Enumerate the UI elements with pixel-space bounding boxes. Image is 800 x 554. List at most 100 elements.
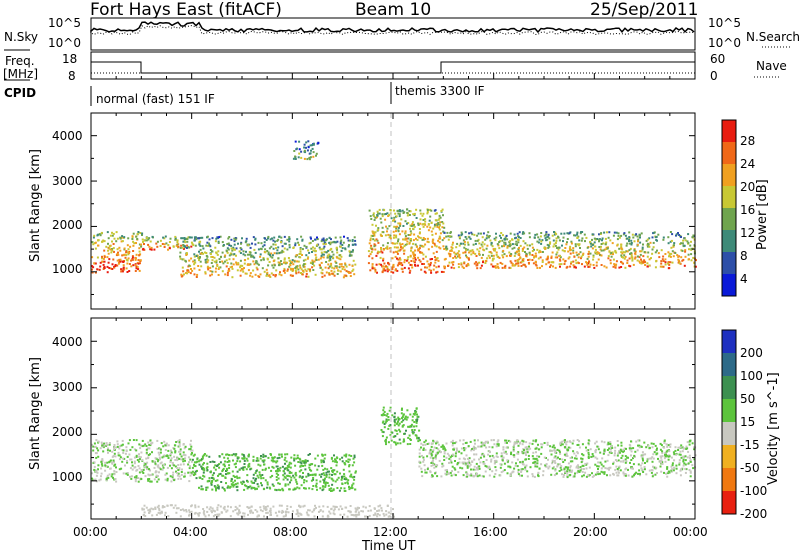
data-cell xyxy=(341,244,344,246)
data-cell xyxy=(354,488,357,491)
data-cell xyxy=(602,249,605,252)
data-cell xyxy=(465,264,468,267)
data-cell xyxy=(256,268,259,271)
data-cell xyxy=(603,248,606,251)
data-cell xyxy=(684,467,687,470)
data-cell xyxy=(254,238,257,241)
data-cell xyxy=(362,510,364,513)
data-cell xyxy=(122,449,125,452)
data-cell xyxy=(589,252,592,255)
data-cell xyxy=(492,257,494,260)
data-cell xyxy=(207,244,210,247)
data-cell xyxy=(217,240,220,243)
data-cell xyxy=(517,241,520,244)
data-cell xyxy=(314,457,317,460)
data-cell xyxy=(190,439,192,442)
data-cell xyxy=(242,468,245,471)
data-cell xyxy=(678,459,681,462)
data-cell xyxy=(192,474,195,476)
data-cell xyxy=(480,264,483,267)
data-cell xyxy=(634,257,636,260)
data-cell xyxy=(393,441,396,444)
data-cell xyxy=(216,486,219,489)
data-cell xyxy=(507,465,510,468)
data-cell xyxy=(382,512,385,515)
data-cell xyxy=(522,258,525,260)
data-cell xyxy=(342,266,345,268)
data-cell xyxy=(413,223,415,226)
data-cell xyxy=(179,463,182,466)
data-cell xyxy=(639,472,641,475)
data-cell xyxy=(297,268,300,271)
data-cell xyxy=(629,247,632,250)
data-cell xyxy=(222,507,225,510)
data-cell xyxy=(177,472,180,475)
data-cell xyxy=(600,440,603,443)
data-cell xyxy=(386,270,389,273)
data-cell xyxy=(396,442,399,445)
data-cell xyxy=(464,447,467,450)
data-cell xyxy=(599,248,602,251)
data-cell xyxy=(426,468,429,471)
data-cell xyxy=(570,240,573,243)
data-cell xyxy=(546,441,549,444)
data-cell xyxy=(346,515,349,518)
data-cell xyxy=(585,475,588,478)
data-cell xyxy=(679,450,682,453)
data-cell xyxy=(430,454,433,457)
data-cell xyxy=(304,263,307,265)
data-cell xyxy=(552,444,555,447)
data-cell xyxy=(403,249,406,252)
data-cell xyxy=(545,239,548,242)
data-cell xyxy=(156,480,159,483)
data-cell xyxy=(193,236,196,239)
data-cell xyxy=(280,453,283,456)
data-cell xyxy=(324,453,327,456)
data-cell xyxy=(239,266,242,269)
data-cell xyxy=(409,239,412,242)
data-cell xyxy=(534,460,537,463)
data-cell xyxy=(428,268,431,271)
data-cell xyxy=(178,457,181,460)
data-cell xyxy=(275,465,278,468)
data-cell xyxy=(675,233,678,236)
data-cell xyxy=(266,486,269,489)
data-cell xyxy=(508,243,511,246)
data-cell xyxy=(322,237,325,240)
data-cell xyxy=(286,505,289,508)
data-cell xyxy=(93,262,96,265)
data-cell xyxy=(204,261,207,264)
data-cell xyxy=(260,477,263,480)
data-cell xyxy=(695,259,697,262)
data-cell xyxy=(592,455,595,458)
data-cell xyxy=(243,515,246,518)
data-cell xyxy=(638,256,641,259)
data-cell xyxy=(638,446,641,449)
data-cell xyxy=(271,483,274,486)
data-cell xyxy=(406,240,409,243)
data-cell xyxy=(336,478,339,481)
data-cell xyxy=(412,257,415,260)
data-cell xyxy=(561,440,564,443)
data-cell xyxy=(673,244,675,247)
data-cell xyxy=(147,473,150,476)
data-cell xyxy=(471,448,474,450)
data-cell xyxy=(577,443,580,446)
data-cell xyxy=(255,470,258,473)
data-cell xyxy=(478,458,480,461)
data-cell xyxy=(418,465,421,468)
data-cell xyxy=(315,259,318,261)
data-cell xyxy=(226,457,229,460)
data-cell xyxy=(566,265,569,268)
data-cell xyxy=(632,447,635,450)
data-cell xyxy=(340,487,343,490)
data-cell xyxy=(232,248,235,251)
data-cell xyxy=(381,430,384,433)
data-cell xyxy=(394,269,397,272)
data-cell xyxy=(314,238,317,241)
data-cell xyxy=(615,471,618,474)
data-cell xyxy=(399,430,402,433)
data-cell xyxy=(350,475,353,478)
data-cell xyxy=(565,452,568,455)
data-cell xyxy=(157,504,160,507)
